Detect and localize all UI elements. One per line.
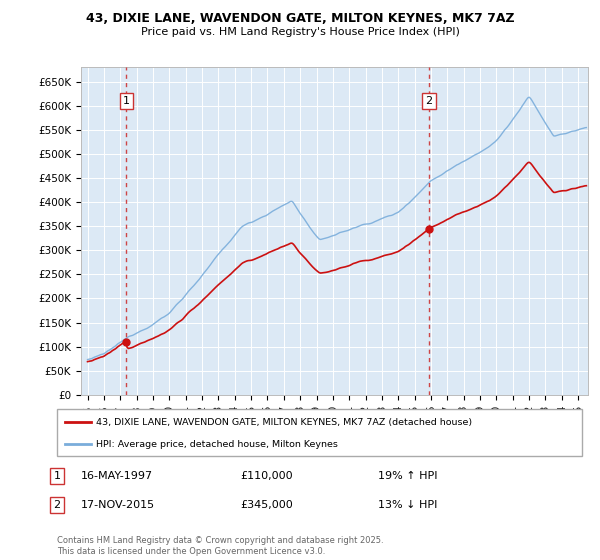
Text: £345,000: £345,000: [240, 500, 293, 510]
Text: £110,000: £110,000: [240, 471, 293, 481]
Text: 2: 2: [425, 96, 433, 106]
Text: 2: 2: [53, 500, 61, 510]
Text: 17-NOV-2015: 17-NOV-2015: [81, 500, 155, 510]
Text: HPI: Average price, detached house, Milton Keynes: HPI: Average price, detached house, Milt…: [97, 440, 338, 449]
Text: Price paid vs. HM Land Registry's House Price Index (HPI): Price paid vs. HM Land Registry's House …: [140, 27, 460, 37]
Text: Contains HM Land Registry data © Crown copyright and database right 2025.
This d: Contains HM Land Registry data © Crown c…: [57, 536, 383, 556]
Text: 43, DIXIE LANE, WAVENDON GATE, MILTON KEYNES, MK7 7AZ (detached house): 43, DIXIE LANE, WAVENDON GATE, MILTON KE…: [97, 418, 473, 427]
FancyBboxPatch shape: [57, 409, 582, 456]
Text: 1: 1: [53, 471, 61, 481]
Text: 16-MAY-1997: 16-MAY-1997: [81, 471, 153, 481]
Text: 19% ↑ HPI: 19% ↑ HPI: [378, 471, 437, 481]
Text: 1: 1: [123, 96, 130, 106]
Text: 13% ↓ HPI: 13% ↓ HPI: [378, 500, 437, 510]
Text: 43, DIXIE LANE, WAVENDON GATE, MILTON KEYNES, MK7 7AZ: 43, DIXIE LANE, WAVENDON GATE, MILTON KE…: [86, 12, 514, 25]
